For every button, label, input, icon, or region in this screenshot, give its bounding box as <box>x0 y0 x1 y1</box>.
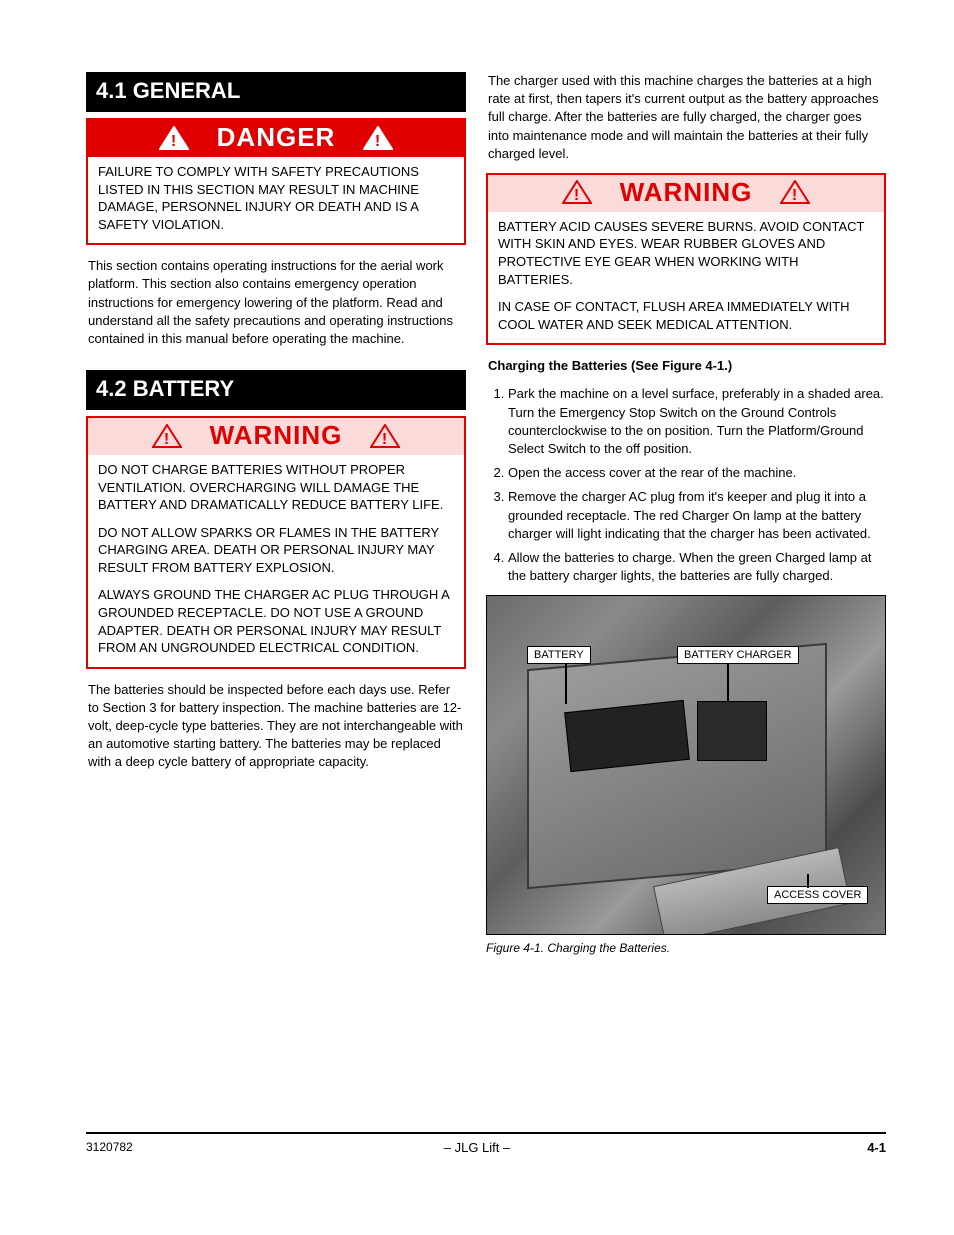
warning-label: WARNING <box>210 420 343 451</box>
danger-body: FAILURE TO COMPLY WITH SAFETY PRECAUTION… <box>88 157 464 243</box>
charging-step: Allow the batteries to charge. When the … <box>508 549 886 585</box>
alert-triangle-icon: ! <box>159 126 189 150</box>
section-heading-general: 4.1 GENERAL <box>86 72 466 112</box>
warning-item: IN CASE OF CONTACT, FLUSH AREA IMMEDIATE… <box>498 298 874 333</box>
svg-text:!: ! <box>792 187 798 204</box>
warning-box-battery: ! WARNING ! DO NOT CHARGE BATTERIES WITH… <box>86 416 466 668</box>
warning-item: ALWAYS GROUND THE CHARGER AC PLUG THROUG… <box>98 586 454 656</box>
alert-triangle-icon: ! <box>152 424 182 448</box>
charging-step: Open the access cover at the rear of the… <box>508 464 886 482</box>
warning-box-acid: ! WARNING ! BATTERY ACID CAUSES SEVERE B… <box>486 173 886 345</box>
svg-text:!: ! <box>375 133 381 150</box>
danger-header: ! DANGER ! <box>88 120 464 157</box>
charging-step: Remove the charger AC plug from it's kee… <box>508 488 886 543</box>
warning-body: DO NOT CHARGE BATTERIES WITHOUT PROPER V… <box>88 455 464 666</box>
svg-text:!: ! <box>573 187 579 204</box>
warning-item: DO NOT ALLOW SPARKS OR FLAMES IN THE BAT… <box>98 524 454 577</box>
alert-triangle-icon: ! <box>370 424 400 448</box>
charger-paragraph: The charger used with this machine charg… <box>488 72 884 163</box>
warning-header: ! WARNING ! <box>88 418 464 455</box>
danger-box: ! DANGER ! FAILURE TO COMPLY WITH SAFETY… <box>86 118 466 245</box>
footer-page-number: 4-1 <box>867 1140 886 1155</box>
warning-header: ! WARNING ! <box>488 175 884 212</box>
warning-item: BATTERY ACID CAUSES SEVERE BURNS. AVOID … <box>498 218 874 288</box>
left-column: 4.1 GENERAL ! DANGER ! FAILURE TO COMPLY… <box>86 72 466 782</box>
charging-subheading: Charging the Batteries (See Figure 4-1.) <box>488 357 884 375</box>
figure-leader-line <box>807 874 809 888</box>
footer-rule <box>86 1132 886 1134</box>
warning-body: BATTERY ACID CAUSES SEVERE BURNS. AVOID … <box>488 212 884 343</box>
alert-triangle-icon: ! <box>780 180 810 204</box>
danger-label: DANGER <box>217 122 336 153</box>
footer-center: – JLG Lift – <box>0 1140 954 1155</box>
figure-label-charger: BATTERY CHARGER <box>677 646 799 664</box>
right-column: The charger used with this machine charg… <box>486 72 886 955</box>
figure-leader-line <box>565 664 567 704</box>
charging-steps: Park the machine on a level surface, pre… <box>486 385 886 585</box>
figure-label-cover: ACCESS COVER <box>767 886 868 904</box>
warning-label: WARNING <box>620 177 753 208</box>
section-heading-battery: 4.2 BATTERY <box>86 370 466 410</box>
svg-text:!: ! <box>170 133 176 150</box>
figure-caption: Figure 4-1. Charging the Batteries. <box>486 941 886 955</box>
figure-4-1: BATTERY BATTERY CHARGER ACCESS COVER <box>486 595 886 935</box>
figure-leader-line <box>727 664 729 702</box>
charger-shape <box>697 701 767 761</box>
svg-text:!: ! <box>163 431 169 448</box>
figure-label-battery: BATTERY <box>527 646 591 664</box>
alert-triangle-icon: ! <box>363 126 393 150</box>
svg-text:!: ! <box>382 431 388 448</box>
charging-step: Park the machine on a level surface, pre… <box>508 385 886 458</box>
warning-item: DO NOT CHARGE BATTERIES WITHOUT PROPER V… <box>98 461 454 514</box>
battery-paragraph: The batteries should be inspected before… <box>88 681 464 772</box>
general-paragraph: This section contains operating instruct… <box>88 257 464 348</box>
alert-triangle-icon: ! <box>562 180 592 204</box>
